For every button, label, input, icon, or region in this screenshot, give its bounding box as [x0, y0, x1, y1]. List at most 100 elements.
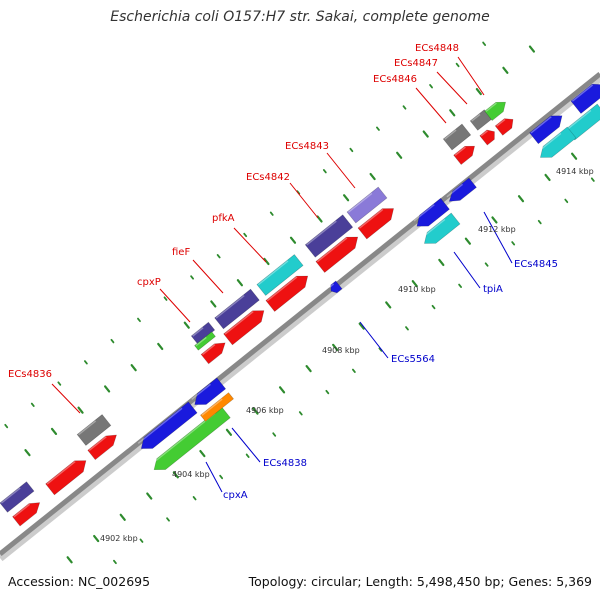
tick-mark [199, 449, 206, 458]
tick-mark [157, 342, 164, 351]
callout-line [359, 321, 389, 359]
tick-mark [263, 257, 270, 266]
tick-mark [110, 338, 115, 344]
tick-mark [93, 534, 100, 543]
accession-text: Accession: NC_002695 [8, 574, 151, 589]
gene-red [453, 145, 475, 165]
genome-title: Escherichia coli O157:H7 str. Sakai, com… [110, 9, 490, 25]
gene-label: ECs5564 [391, 354, 435, 365]
tick-mark [305, 365, 312, 373]
tick-mark [342, 194, 350, 202]
tick-mark [537, 219, 542, 225]
tick-mark [431, 304, 436, 310]
tick-mark [455, 62, 460, 68]
kbp-label: 4906 kbp [246, 406, 284, 415]
tick-mark [104, 385, 111, 393]
tick-mark [130, 364, 137, 372]
gene-red [494, 118, 514, 136]
tick-mark [66, 556, 73, 564]
gene-ecs5564 [328, 280, 343, 294]
gene-label: cpxP [137, 277, 161, 288]
tick-mark [564, 198, 569, 204]
tick-mark [396, 151, 403, 159]
tick-mark [325, 389, 330, 395]
tick-mark [322, 169, 327, 174]
gene-blue [570, 83, 600, 114]
tick-mark [243, 232, 248, 238]
tick-mark [385, 301, 392, 309]
tick-mark [24, 449, 31, 457]
callout-line [205, 461, 223, 493]
tick-mark [449, 109, 456, 117]
tick-mark [405, 326, 409, 331]
backbone-shadow [0, 74, 600, 562]
tick-mark [502, 66, 509, 74]
gene-label: ECs4843 [285, 141, 329, 152]
tick-mark [245, 453, 250, 458]
gene-orange [200, 392, 234, 422]
tick-mark [484, 262, 489, 267]
tick-mark [458, 283, 462, 288]
tick-mark [544, 173, 551, 182]
gene-red [12, 502, 41, 527]
tick-mark [296, 190, 301, 195]
callout-line [289, 182, 319, 219]
tick-mark [349, 147, 354, 153]
tick-mark [225, 428, 233, 436]
tick-mark [511, 241, 516, 246]
gene-slate [0, 481, 35, 513]
tick-mark [30, 402, 35, 407]
gene-fief [214, 288, 260, 330]
tick-mark [475, 87, 482, 96]
tick-mark [378, 347, 383, 352]
tick-mark [272, 432, 277, 437]
gene-red [479, 129, 495, 146]
tick-mark [482, 41, 487, 46]
gene-blue [413, 197, 450, 227]
tick-mark [491, 216, 498, 224]
gene-tpia [420, 212, 461, 244]
tick-mark [269, 211, 274, 216]
callout-line [231, 427, 261, 463]
tick-mark [464, 237, 471, 245]
kbp-label: 4902 kbp [100, 534, 138, 543]
tick-mark [113, 559, 117, 565]
tick-mark [411, 280, 418, 288]
gene-label: pfkA [212, 213, 235, 224]
tick-mark [146, 492, 153, 500]
tick-mark [298, 411, 303, 416]
gene-pfka [256, 254, 304, 296]
tick-mark [422, 130, 429, 138]
gene-blue [446, 177, 477, 202]
callout-line [415, 87, 447, 124]
tick-mark [77, 406, 84, 414]
tick-mark [316, 215, 323, 223]
tick-mark [183, 321, 190, 329]
tick-mark [166, 517, 170, 522]
gene-label: ECs4847 [394, 58, 438, 69]
gene-ecs4848 [484, 101, 506, 121]
kbp-label: 4908 kbp [322, 346, 360, 355]
tick-mark [429, 84, 433, 89]
tick-mark [139, 538, 144, 543]
gene-ecs4838 [137, 401, 198, 449]
tick-mark [278, 386, 286, 394]
tick-mark [137, 317, 141, 323]
tick-mark [236, 279, 243, 287]
tick-mark [332, 343, 339, 351]
callout-line [51, 383, 81, 414]
tick-mark [289, 236, 297, 244]
gene-cpxp [190, 321, 216, 345]
gene-label: ECs4838 [263, 458, 307, 469]
tick-mark [119, 513, 126, 521]
tick-mark [192, 496, 197, 501]
gene-blue [529, 115, 563, 145]
gene-ecs4842 [304, 214, 354, 258]
tick-mark [369, 172, 376, 181]
gene-red [357, 208, 394, 240]
gene-label: tpiA [483, 284, 503, 295]
callout-line [453, 251, 481, 289]
gene-label: cpxA [223, 490, 248, 501]
callout-line [192, 259, 224, 294]
